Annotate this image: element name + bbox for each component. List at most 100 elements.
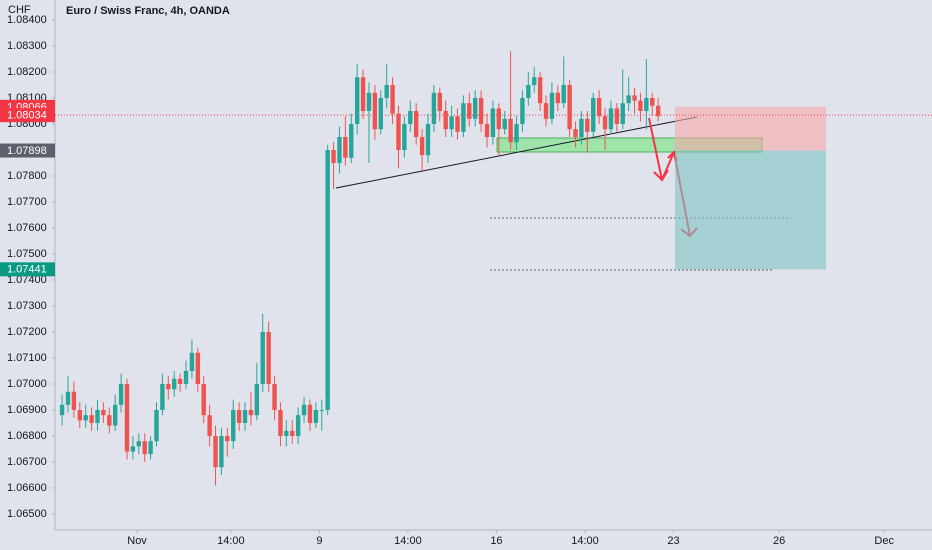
candle-body [549, 92, 555, 119]
candle-body [608, 108, 614, 130]
candle-body [449, 116, 454, 130]
candle-body [502, 118, 507, 130]
candle-body [337, 137, 342, 164]
candle-body [478, 98, 484, 125]
candle-body [95, 409, 100, 423]
candle-body [638, 100, 643, 112]
candle-body [130, 446, 136, 452]
x-tick-label: 14:00 [217, 535, 245, 547]
y-tick-label: 1.08300 [7, 40, 47, 52]
candle-body [313, 409, 319, 423]
candle-body [71, 391, 77, 410]
candle-body [419, 137, 425, 156]
candle-body [431, 92, 437, 125]
candle-body [561, 85, 566, 104]
candle-body [225, 435, 230, 442]
candle-body [537, 77, 543, 104]
candle-body [254, 383, 260, 416]
candle-body [349, 124, 354, 158]
candle-body [59, 404, 65, 416]
candle-body [195, 352, 201, 384]
candle-body [532, 77, 537, 86]
candle-body [354, 77, 360, 125]
candle-body [402, 124, 407, 151]
y-tick-label: 1.07100 [7, 352, 47, 364]
candle-body [142, 441, 147, 455]
candle-body [443, 111, 448, 130]
candle-body [136, 441, 142, 447]
candle-body [378, 98, 383, 130]
x-tick-label: 9 [316, 535, 322, 547]
candle-body [107, 415, 112, 426]
candle-body [301, 404, 307, 416]
candle-body [490, 108, 496, 138]
candle-body [65, 391, 71, 405]
y-tick-label: 1.06500 [7, 508, 47, 520]
candle-body [101, 409, 106, 416]
y-tick-label: 1.07800 [7, 170, 47, 182]
candle-body [284, 430, 289, 436]
candle-body [331, 150, 336, 164]
candle-body [77, 409, 82, 421]
candle-body [520, 98, 525, 125]
currency: CHF [8, 4, 31, 16]
y-tick-label: 1.06700 [7, 456, 47, 468]
candle-body [461, 103, 466, 132]
candle-body [632, 95, 637, 101]
arrow [648, 117, 663, 181]
candle-body [455, 116, 460, 132]
candle-body [83, 415, 88, 421]
candle-body [112, 404, 118, 426]
candle-body [319, 409, 324, 411]
candle-body [496, 108, 502, 130]
candle-body [467, 103, 472, 119]
candle-body [343, 137, 348, 158]
x-tick-label: Dec [874, 535, 894, 547]
candle-body [189, 352, 195, 371]
candle-body [555, 92, 561, 104]
candle-body [366, 92, 372, 112]
candle-body [89, 415, 94, 423]
candle-body [148, 441, 153, 455]
y-tick-label: 1.07600 [7, 222, 47, 234]
candle-body [508, 118, 513, 143]
candle-body [242, 409, 248, 423]
candle-body [602, 116, 608, 130]
arrow [661, 151, 675, 181]
candle-body [626, 95, 631, 104]
candle-body [307, 404, 313, 423]
candle-body [290, 430, 295, 436]
candle-body [154, 409, 159, 442]
y-tick-label: 1.07300 [7, 300, 47, 312]
x-tick-label: 23 [667, 535, 679, 547]
candle-body [585, 118, 590, 132]
candle-body [596, 98, 602, 117]
candle-body [295, 415, 301, 436]
candle-body [118, 383, 124, 405]
y-tick-label: 1.08200 [7, 66, 47, 78]
candle-body [484, 124, 490, 138]
x-tick-label: Nov [127, 535, 147, 547]
y-tick-label: 1.06800 [7, 430, 47, 442]
candle-body [543, 103, 549, 119]
candle-body [201, 383, 206, 416]
y-tick-label: 1.07700 [7, 196, 47, 208]
candle-body [437, 92, 442, 112]
target-zone [675, 150, 826, 270]
candle-body [372, 92, 378, 130]
candle-body [614, 108, 620, 125]
candle-body [408, 111, 413, 125]
y-tick-label: 1.07200 [7, 326, 47, 338]
y-tick-label: 1.07000 [7, 378, 47, 390]
candle-body [526, 85, 531, 99]
x-tick-label: 16 [490, 535, 502, 547]
candle-body [396, 113, 401, 151]
candle-body [655, 105, 661, 117]
x-tick-label: 14:00 [394, 535, 422, 547]
candle-body [248, 409, 254, 416]
candle-body [384, 85, 389, 99]
candle-body [573, 129, 578, 138]
candle-body [172, 378, 177, 390]
candle-body [567, 85, 572, 130]
